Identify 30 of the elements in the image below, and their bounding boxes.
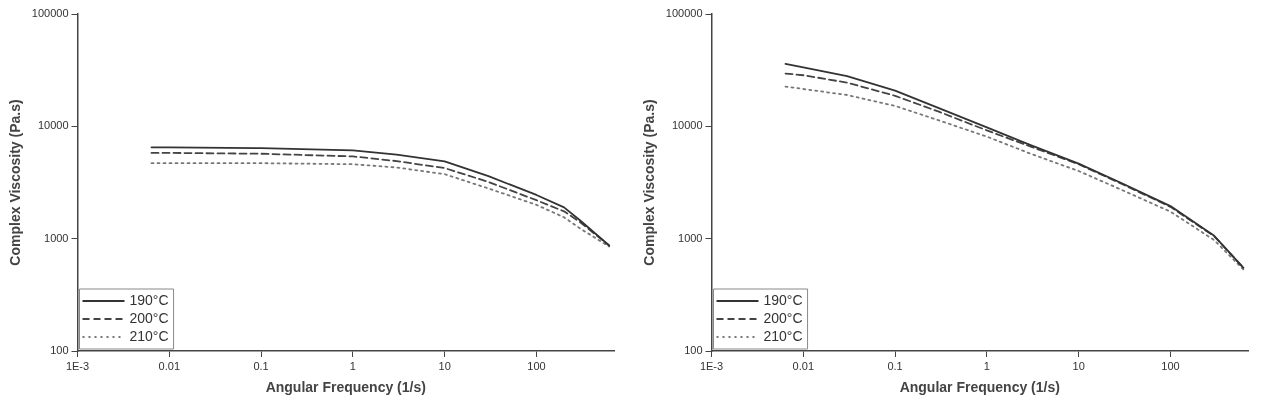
y-tick-label: 1000 bbox=[678, 231, 703, 244]
x-axis-title: Angular Frequency (1/s) bbox=[265, 379, 426, 396]
y-tick-label: 100000 bbox=[31, 7, 69, 20]
legend-label: 190°C bbox=[129, 291, 169, 308]
y-tick-label: 10000 bbox=[37, 119, 69, 132]
y-axis-title: Complex Viscosity (Pa.s) bbox=[7, 99, 24, 266]
x-tick-label: 100 bbox=[527, 359, 546, 372]
y-tick-label: 100000 bbox=[665, 7, 703, 20]
x-tick-label: 100 bbox=[1161, 359, 1180, 372]
legend-label: 210°C bbox=[129, 327, 169, 344]
y-tick-label: 10000 bbox=[671, 119, 703, 132]
x-tick-label: 1 bbox=[983, 359, 990, 372]
x-tick-label: 0.01 bbox=[158, 359, 180, 372]
x-tick-label: 1E-3 bbox=[699, 359, 724, 372]
legend-label: 200°C bbox=[129, 309, 169, 326]
x-tick-label: 1 bbox=[349, 359, 356, 372]
y-tick-label: 1000 bbox=[44, 231, 69, 244]
x-tick-label: 10 bbox=[1072, 359, 1085, 372]
legend-label: 190°C bbox=[763, 291, 803, 308]
x-axis-title: Angular Frequency (1/s) bbox=[899, 379, 1060, 396]
y-tick-label: 100 bbox=[684, 344, 703, 357]
x-tick-label: 10 bbox=[438, 359, 451, 372]
legend-label: 200°C bbox=[763, 309, 803, 326]
x-tick-label: 0.1 bbox=[887, 359, 903, 372]
x-tick-label: 0.01 bbox=[792, 359, 814, 372]
x-tick-label: 1E-3 bbox=[65, 359, 90, 372]
legend-label: 210°C bbox=[763, 327, 803, 344]
y-tick-label: 100 bbox=[50, 344, 69, 357]
y-axis-title: Complex Viscosity (Pa.s) bbox=[641, 99, 658, 266]
x-tick-label: 0.1 bbox=[253, 359, 269, 372]
